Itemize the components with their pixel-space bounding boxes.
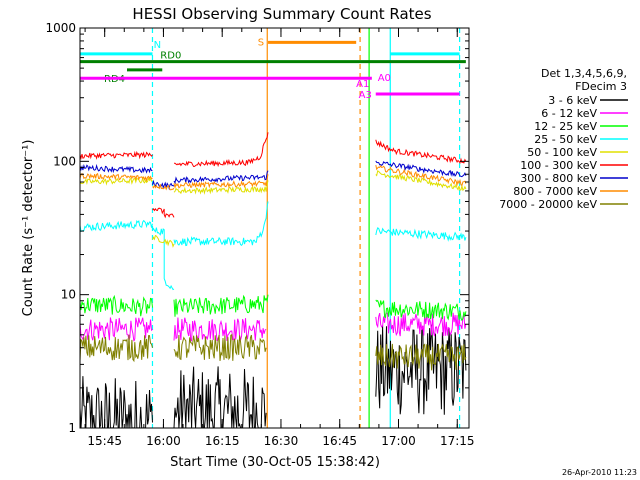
series-800-7000-kev-segment-0 (79, 172, 153, 183)
series-50-100-kev-segment-0 (79, 176, 153, 186)
series-100-300-kev-segment-2 (174, 132, 269, 168)
series-300-800-kev-segment-0 (79, 163, 153, 174)
x-tick-label-16-45: 16:45 (322, 434, 357, 448)
x-tick-label-17-15: 17:15 (440, 434, 475, 448)
series-100-300-kev-segment-0 (79, 150, 153, 161)
x-tick-label-16-00: 16:00 (146, 434, 181, 448)
legend-label-7000-20000-kev: 7000 - 20000 keV (499, 198, 597, 211)
footer-timestamp: 26-Apr-2010 11:23 (562, 468, 637, 477)
legend-label-100-300-kev: 100 - 300 keV (520, 159, 597, 172)
legend-label-12-25-kev: 12 - 25 keV (534, 120, 597, 133)
series-25-50-kev-segment-1 (152, 227, 175, 291)
series-300-800-kev-segment-3 (375, 160, 467, 178)
flag-label-a1: A1 (356, 79, 369, 90)
x-tick-label-15-45: 15:45 (87, 434, 122, 448)
series-25-50-kev-segment-3 (375, 227, 467, 242)
series-12-25-kev-segment-1 (173, 294, 269, 317)
legend-label-800-7000-kev: 800 - 7000 keV (513, 185, 597, 198)
legend-label-300-800-kev: 300 - 800 keV (520, 172, 597, 185)
y-axis-title: Count Rate (s⁻¹ detector⁻¹) (21, 140, 36, 317)
legend-subtitle: FDecim 3 (575, 80, 627, 93)
series-7000-20000-kev-segment-1 (173, 333, 267, 361)
series-6-12-kev-segment-0 (79, 317, 153, 343)
y-tick-label-1: 1 (68, 421, 76, 435)
plot-frame (79, 27, 470, 429)
series-300-800-kev-segment-2 (173, 170, 269, 185)
flag-label-a3: A3 (359, 90, 372, 101)
series-800-7000-kev-segment-3 (375, 164, 467, 187)
series-6-12-kev-segment-1 (173, 317, 267, 342)
series-layer (79, 132, 467, 429)
series-6-12-kev-segment-2 (375, 312, 467, 337)
y-axis: 1 10 100 1000 (45, 21, 469, 435)
flag-label-rd0: RD0 (160, 51, 181, 62)
time-marker-lines (151, 28, 461, 428)
flag-bars: NRD0RD4SA0A1A3 (80, 37, 466, 101)
chart-title: HESSI Observing Summary Count Rates (132, 5, 431, 23)
flag-label-s: S (258, 37, 264, 48)
series-3-6-kev-segment-0 (79, 376, 153, 429)
series-50-100-kev-segment-3 (375, 170, 467, 192)
series-3-6-kev-segment-2 (375, 324, 467, 415)
x-tick-label-16-30: 16:30 (264, 434, 299, 448)
flag-label-n: N (154, 40, 161, 51)
series-7000-20000-kev-segment-2 (375, 343, 467, 371)
series-100-300-kev-segment-1 (152, 207, 175, 219)
x-tick-label-16-15: 16:15 (205, 434, 240, 448)
series-100-300-kev-segment-3 (375, 139, 467, 164)
y-tick-label-1000: 1000 (45, 21, 76, 35)
x-axis: 15:45 16:00 16:15 16:30 16:45 17:00 17:15 (84, 28, 475, 448)
flag-label-a0: A0 (378, 73, 391, 84)
legend-title: Det 1,3,4,5,6,9, (541, 67, 627, 80)
series-12-25-kev-segment-0 (79, 294, 153, 317)
series-3-6-kev-segment-1 (173, 366, 267, 429)
legend-label-3-6-kev: 3 - 6 keV (548, 94, 597, 107)
series-300-800-kev-segment-1 (152, 179, 175, 191)
legend-label-6-12-kev: 6 - 12 keV (541, 107, 597, 120)
series-50-100-kev-segment-1 (152, 234, 175, 248)
x-axis-title: Start Time (30-Oct-05 15:38:42) (170, 455, 380, 470)
series-25-50-kev-segment-0 (79, 219, 153, 232)
y-tick-label-100: 100 (53, 154, 76, 168)
x-tick-label-17-00: 17:00 (381, 434, 416, 448)
legend-label-50-100-kev: 50 - 100 keV (527, 146, 597, 159)
series-12-25-kev-segment-2 (375, 299, 467, 322)
series-800-7000-kev-segment-2 (173, 174, 269, 189)
y-tick-label-10: 10 (61, 288, 76, 302)
series-25-50-kev-segment-2 (173, 201, 269, 247)
legend-label-25-50-kev: 25 - 50 keV (534, 133, 597, 146)
series-7000-20000-kev-segment-0 (79, 334, 153, 363)
series-800-7000-kev-segment-1 (152, 184, 175, 191)
